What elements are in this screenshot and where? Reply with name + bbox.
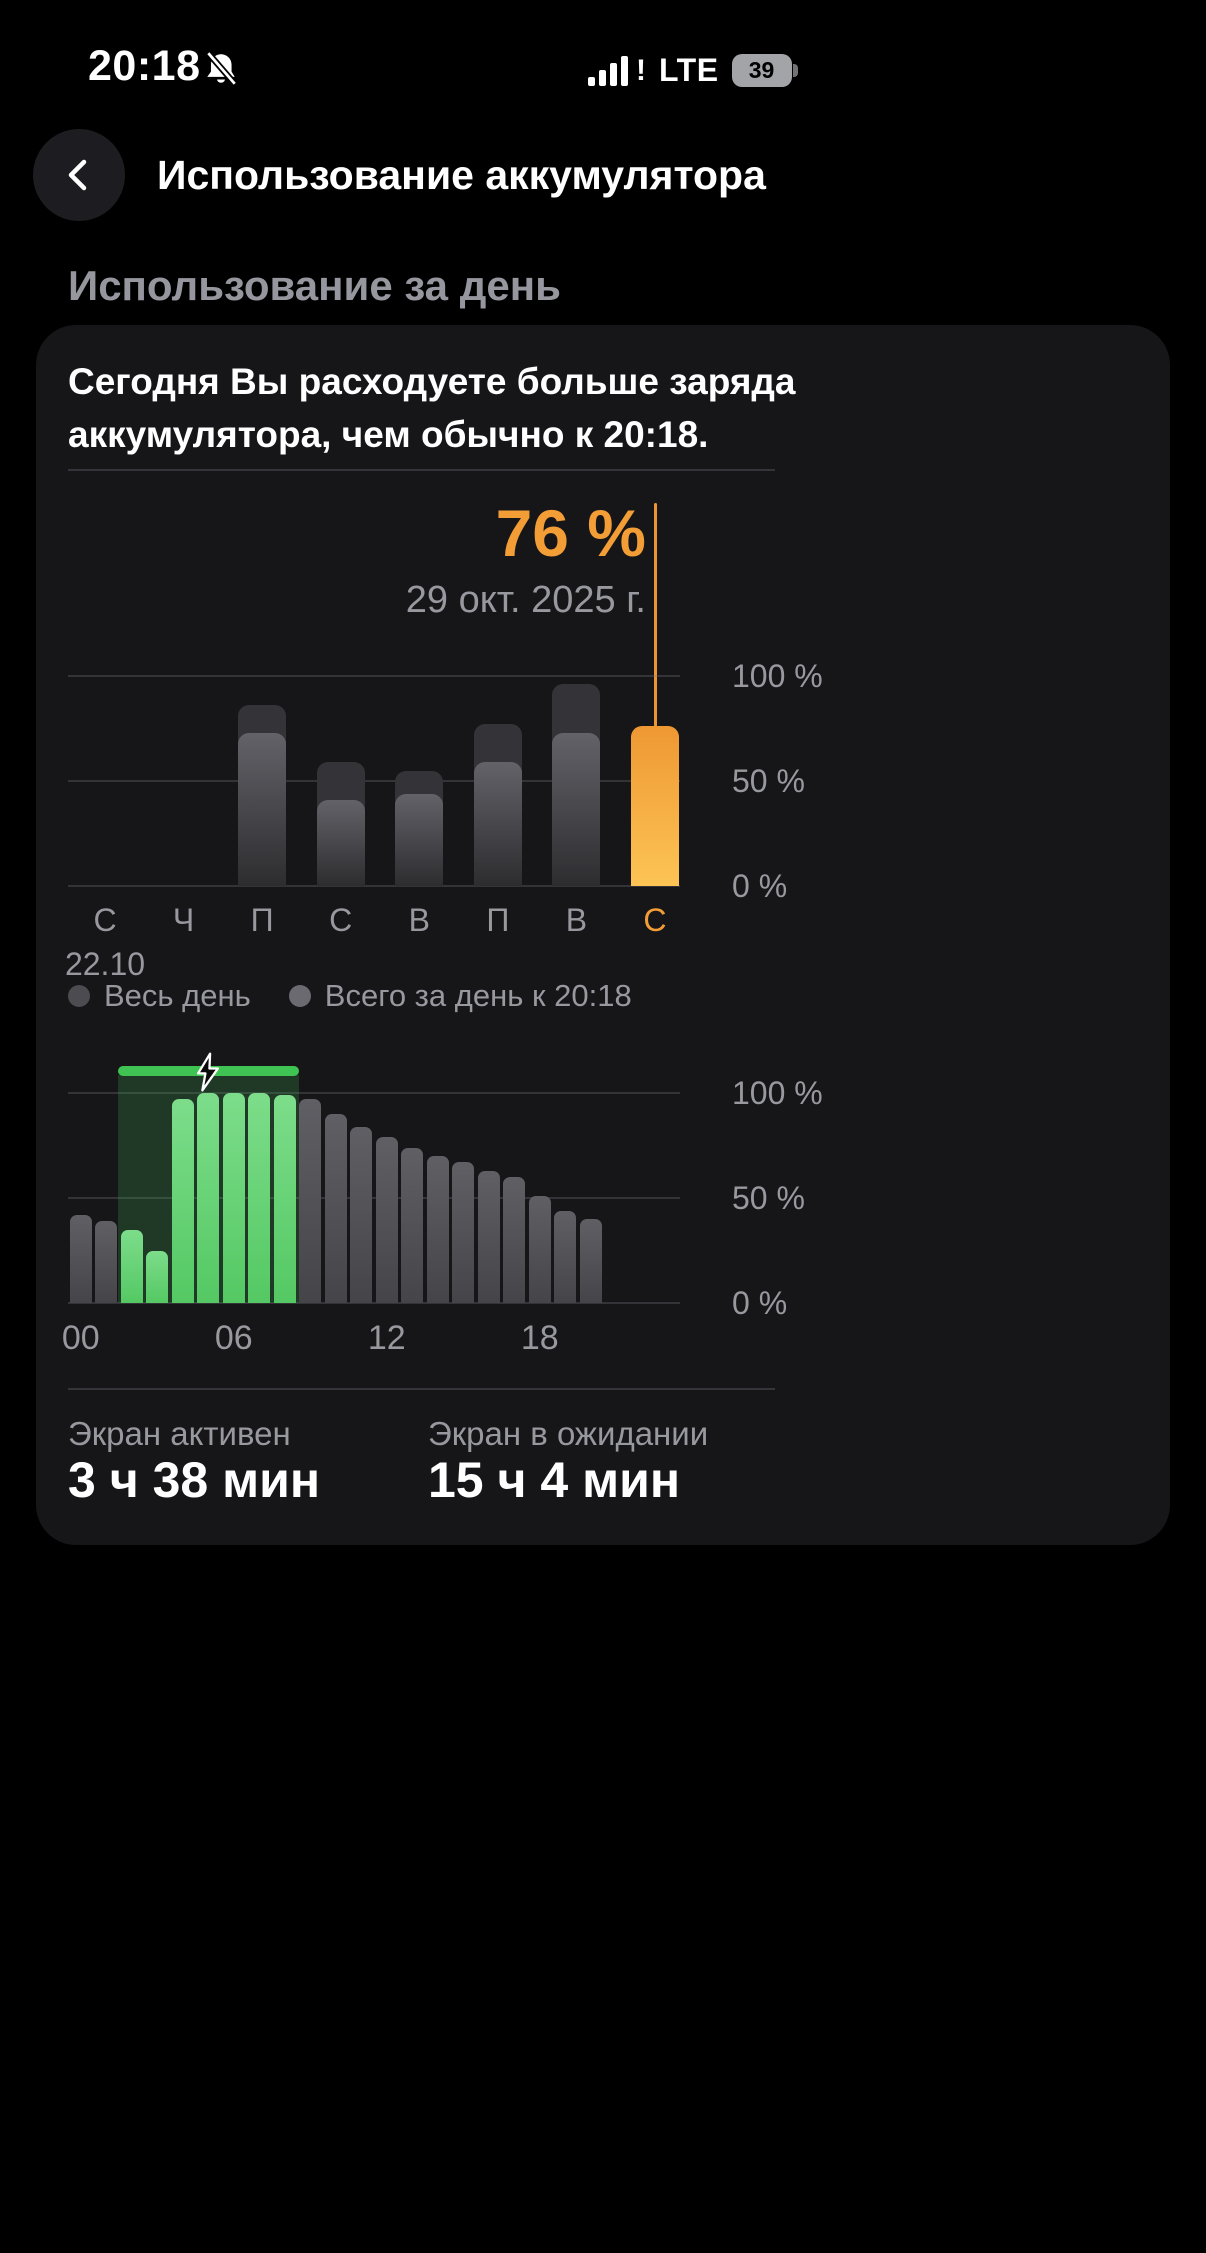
hour-bar[interactable] <box>299 1099 322 1303</box>
back-button[interactable] <box>33 129 125 221</box>
status-right-cluster: ! LTE 39 <box>588 52 798 89</box>
battery-body: 39 <box>731 54 792 87</box>
chart-legend: Весь день Всего за день к 20:18 <box>68 978 632 1014</box>
divider <box>68 469 775 471</box>
hour-bar[interactable] <box>350 1126 373 1303</box>
day-bar-today[interactable] <box>630 726 679 886</box>
battery-nub <box>792 64 798 77</box>
legend-item-total-by-now: Всего за день к 20:18 <box>288 978 632 1014</box>
hourly-level-chart[interactable] <box>68 1052 680 1304</box>
hour-bar[interactable] <box>401 1147 424 1303</box>
lightning-icon <box>197 1052 220 1092</box>
hour-bar[interactable] <box>146 1250 169 1303</box>
x-axis-label: В <box>408 902 430 938</box>
hour-bar[interactable] <box>503 1177 526 1303</box>
section-title: Использование за день <box>68 262 561 309</box>
signal-alert-mark: ! <box>636 53 646 87</box>
x-axis-label: 12 <box>367 1319 406 1357</box>
y-axis-label: 100 % <box>732 658 823 694</box>
x-axis-label: Ч <box>172 902 195 938</box>
hour-bar[interactable] <box>273 1095 296 1303</box>
usage-summary-text: Сегодня Вы расходуете больше заряда акку… <box>68 361 796 455</box>
hour-bar[interactable] <box>120 1229 143 1303</box>
gridline-100 <box>68 675 680 677</box>
y-axis-label: 0 % <box>732 868 788 904</box>
network-type-label: LTE <box>659 52 719 88</box>
y-axis-label: 50 % <box>732 1180 805 1216</box>
day-bar-partial[interactable] <box>316 799 365 886</box>
hour-bar[interactable] <box>248 1093 271 1303</box>
x-axis-label: П <box>250 902 274 938</box>
hour-bar[interactable] <box>426 1156 449 1303</box>
hour-bar[interactable] <box>528 1195 551 1303</box>
cellular-signal-icon <box>588 55 628 86</box>
screen-on-value: 3 ч 38 мин <box>68 1452 321 1508</box>
x-axis-label: С <box>329 902 353 938</box>
battery-percent: 39 <box>748 57 775 83</box>
hour-bar[interactable] <box>452 1162 475 1303</box>
hour-bar[interactable] <box>69 1214 92 1303</box>
y-axis-label: 50 % <box>732 763 805 799</box>
day-bar-partial[interactable] <box>395 793 444 886</box>
legend-label: Весь день <box>104 978 251 1013</box>
legend-item-whole-day: Весь день <box>68 978 251 1014</box>
day-bar-partial[interactable] <box>473 762 522 886</box>
y-axis-label: 0 % <box>732 1285 788 1321</box>
gridline-0 <box>68 885 680 887</box>
gridline-50 <box>68 780 680 782</box>
hour-bar[interactable] <box>477 1170 500 1303</box>
selection-indicator-line <box>654 503 657 727</box>
x-axis-label: 18 <box>520 1319 559 1357</box>
x-axis-label: П <box>486 902 510 938</box>
gridline-100 <box>68 1092 680 1094</box>
hour-bar[interactable] <box>324 1114 347 1303</box>
daily-usage-chart[interactable] <box>68 675 680 887</box>
x-axis-sublabel: 22.10 <box>64 946 146 982</box>
charging-region-fill <box>117 1075 299 1303</box>
screen-idle-value: 15 ч 4 мин <box>428 1452 681 1508</box>
screen-idle-label: Экран в ожидании <box>428 1415 709 1452</box>
selected-day-percent: 76 % <box>495 496 646 570</box>
hour-bar[interactable] <box>197 1093 220 1303</box>
hour-bar[interactable] <box>171 1099 194 1303</box>
page-title: Использование аккумулятора <box>157 152 766 198</box>
charging-period-overlay <box>117 1052 299 1303</box>
hour-bar[interactable] <box>554 1210 577 1303</box>
day-bar-partial[interactable] <box>552 732 601 886</box>
screen-on-label: Экран активен <box>68 1415 291 1452</box>
hour-bar[interactable] <box>95 1221 118 1303</box>
hour-bar[interactable] <box>375 1137 398 1303</box>
legend-label: Всего за день к 20:18 <box>324 978 632 1013</box>
x-axis-label: 06 <box>214 1319 253 1357</box>
x-axis-label: В <box>565 902 588 938</box>
legend-dot <box>288 985 311 1007</box>
status-time: 20:18 <box>88 42 201 90</box>
x-axis-label: С <box>643 902 667 938</box>
battery-icon: 39 <box>731 54 798 87</box>
gridline-50 <box>68 1197 680 1199</box>
y-axis-label: 100 % <box>732 1075 823 1111</box>
selected-day-date: 29 окт. 2025 г. <box>405 579 646 621</box>
hour-bar[interactable] <box>579 1219 602 1303</box>
battery-usage-card: Сегодня Вы расходуете больше заряда акку… <box>36 325 1170 1545</box>
day-bar-partial[interactable] <box>238 732 287 886</box>
gridline-0 <box>68 1302 680 1304</box>
x-axis-label: С <box>93 902 117 938</box>
divider <box>68 1388 775 1390</box>
x-axis-label: 00 <box>61 1319 100 1357</box>
legend-dot <box>68 985 90 1007</box>
chevron-left-icon <box>68 159 87 191</box>
hour-bar[interactable] <box>222 1093 245 1303</box>
bell-slash-icon <box>205 51 238 86</box>
